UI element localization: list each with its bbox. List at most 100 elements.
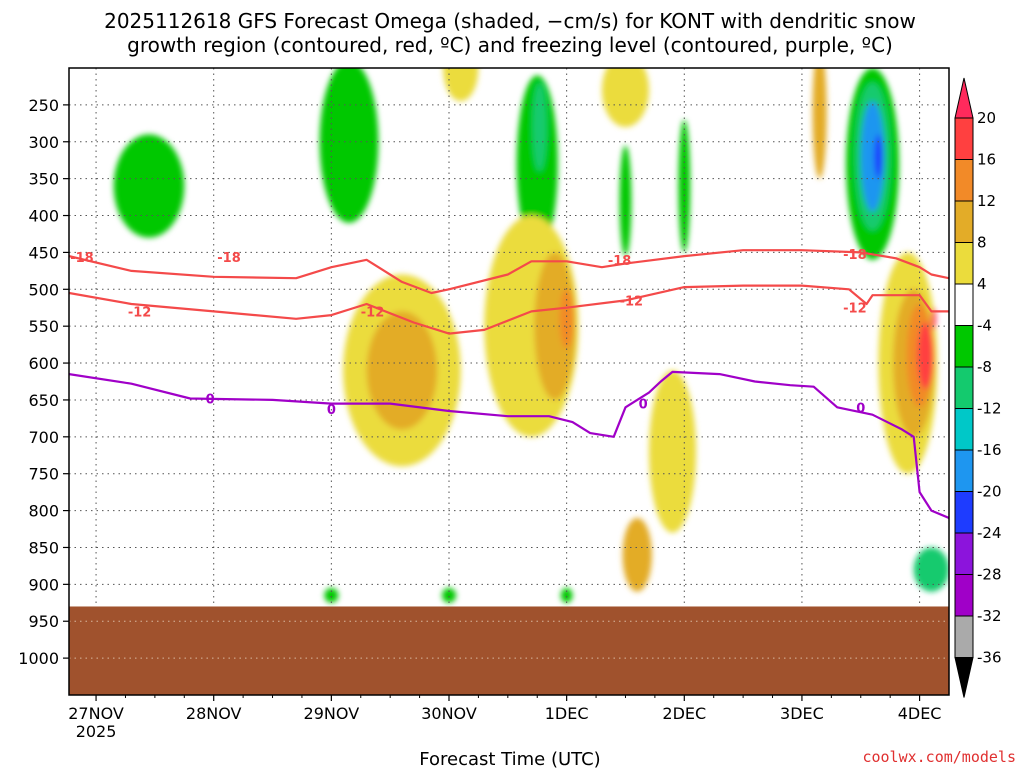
y-tick-label: 950 (28, 612, 59, 631)
contour-label: 0 (206, 392, 215, 407)
contour-label: -18 (608, 254, 632, 269)
contour-label: 0 (639, 398, 648, 413)
credit-text: coolwx.com/models (862, 748, 1016, 766)
contour-label: -12 (128, 305, 152, 320)
y-tick-label: 300 (28, 133, 59, 152)
y-tick-label: 500 (28, 280, 59, 299)
contour-label: -18 (217, 251, 241, 266)
y-tick-label: 1000 (18, 649, 59, 668)
x-tick-year: 2025 (76, 722, 117, 741)
colorbar-segment (954, 574, 974, 617)
colorbar-top-arrow (954, 77, 974, 119)
colorbar-label: 8 (977, 234, 987, 252)
contour-label: -12 (843, 302, 867, 317)
omega-region (443, 68, 479, 102)
colorbar-label: -24 (977, 524, 1002, 542)
colorbar-label: 20 (977, 109, 996, 127)
omega-region (622, 517, 652, 592)
colorbar-label: -36 (977, 649, 1002, 667)
colorbar-label: -28 (977, 566, 1002, 584)
contour-line (69, 370, 949, 520)
omega-shading (113, 68, 949, 603)
colorbar-label: 16 (977, 151, 996, 169)
y-tick-label: 800 (28, 502, 59, 521)
colorbar-label: -16 (977, 441, 1002, 459)
y-tick-label: 450 (28, 243, 59, 262)
x-tick-label: 30NOV (421, 704, 477, 723)
colorbar-segment (954, 408, 974, 451)
pressure-axis: 250 300 350 400 450 500 550 600 650 700 750 800 850 9… (18, 96, 69, 668)
omega-region (860, 101, 885, 212)
colorbar-segment (954, 491, 974, 534)
y-tick-label: 350 (28, 170, 59, 189)
omega-region (917, 322, 934, 389)
omega-region (532, 82, 547, 172)
contour-line (69, 249, 949, 295)
temperature-contours: -18 -18 -18 -18 -12 -12 -12 -12 0 0 0 0 (69, 248, 949, 520)
omega-region (366, 311, 438, 430)
colorbar-segment (954, 325, 974, 368)
y-tick-label: 600 (28, 354, 59, 373)
contour-label: -18 (843, 248, 867, 263)
y-tick-label: 750 (28, 465, 59, 484)
x-tick-label: 1DEC (545, 704, 589, 723)
colorbar-segment (954, 532, 974, 575)
y-tick-label: 650 (28, 391, 59, 410)
y-tick-label: 700 (28, 428, 59, 447)
colorbar-segment (954, 449, 974, 492)
colorbar-segment (954, 242, 974, 285)
colorbar-segment (954, 117, 974, 160)
colorbar-label: -32 (977, 607, 1002, 625)
omega-region (812, 68, 827, 179)
plot-frame (68, 67, 950, 696)
y-tick-label: 400 (28, 207, 59, 226)
omega-region (559, 289, 574, 349)
colorbar-bottom-arrow (954, 657, 974, 698)
colorbar-segment (954, 159, 974, 202)
y-tick-label: 250 (28, 96, 59, 115)
y-tick-label: 550 (28, 317, 59, 336)
colorbar-label: 12 (977, 192, 996, 210)
omega-region (619, 145, 632, 257)
y-tick-label: 850 (28, 538, 59, 557)
omega-region (113, 134, 185, 238)
omega-region (678, 119, 691, 253)
omega-region (324, 588, 339, 603)
contour-line (69, 284, 949, 335)
omega-region (874, 134, 883, 179)
omega-region (560, 588, 573, 603)
x-tick-label: 29NOV (304, 704, 360, 723)
plot-area: -18 -18 -18 -18 -12 -12 -12 -12 0 0 0 0 (69, 68, 949, 695)
omega-region (931, 307, 937, 330)
y-tick-label: 900 (28, 575, 59, 594)
contour-label: -18 (70, 251, 94, 266)
terrain-below-surface (69, 606, 949, 695)
omega-region (441, 588, 457, 603)
x-axis-label: Forecast Time (UTC) (419, 749, 600, 768)
contour-label: 0 (856, 401, 865, 416)
colorbar-segment (954, 283, 974, 326)
omega-region (601, 68, 649, 128)
colorbar-segment (954, 366, 974, 409)
x-tick-label: 2DEC (662, 704, 706, 723)
colorbar-segment (954, 615, 974, 658)
colorbar-label: -12 (977, 400, 1002, 418)
contour-label: -12 (620, 294, 644, 309)
colorbar-label: -4 (977, 317, 992, 335)
omega-region (319, 68, 379, 223)
x-tick-label: 28NOV (186, 704, 242, 723)
omega-region (913, 547, 949, 592)
contour-label: -12 (361, 305, 385, 320)
colorbar-legend: 20 16 12 8 4 -4 -8 -12 -16 -20 -24 -28 -32 -36 (954, 77, 1002, 698)
contour-label: 0 (327, 403, 336, 418)
chart-title-line-1: 2025112618 GFS Forecast Omega (shaded, −… (104, 9, 916, 33)
colorbar-segment (954, 200, 974, 243)
x-tick-label: 3DEC (780, 704, 824, 723)
x-tick-label: 27NOV (68, 704, 124, 723)
colorbar-label: 4 (977, 275, 987, 293)
colorbar-label: -8 (977, 358, 992, 376)
x-tick-label: 4DEC (898, 704, 942, 723)
colorbar-label: -20 (977, 483, 1002, 501)
